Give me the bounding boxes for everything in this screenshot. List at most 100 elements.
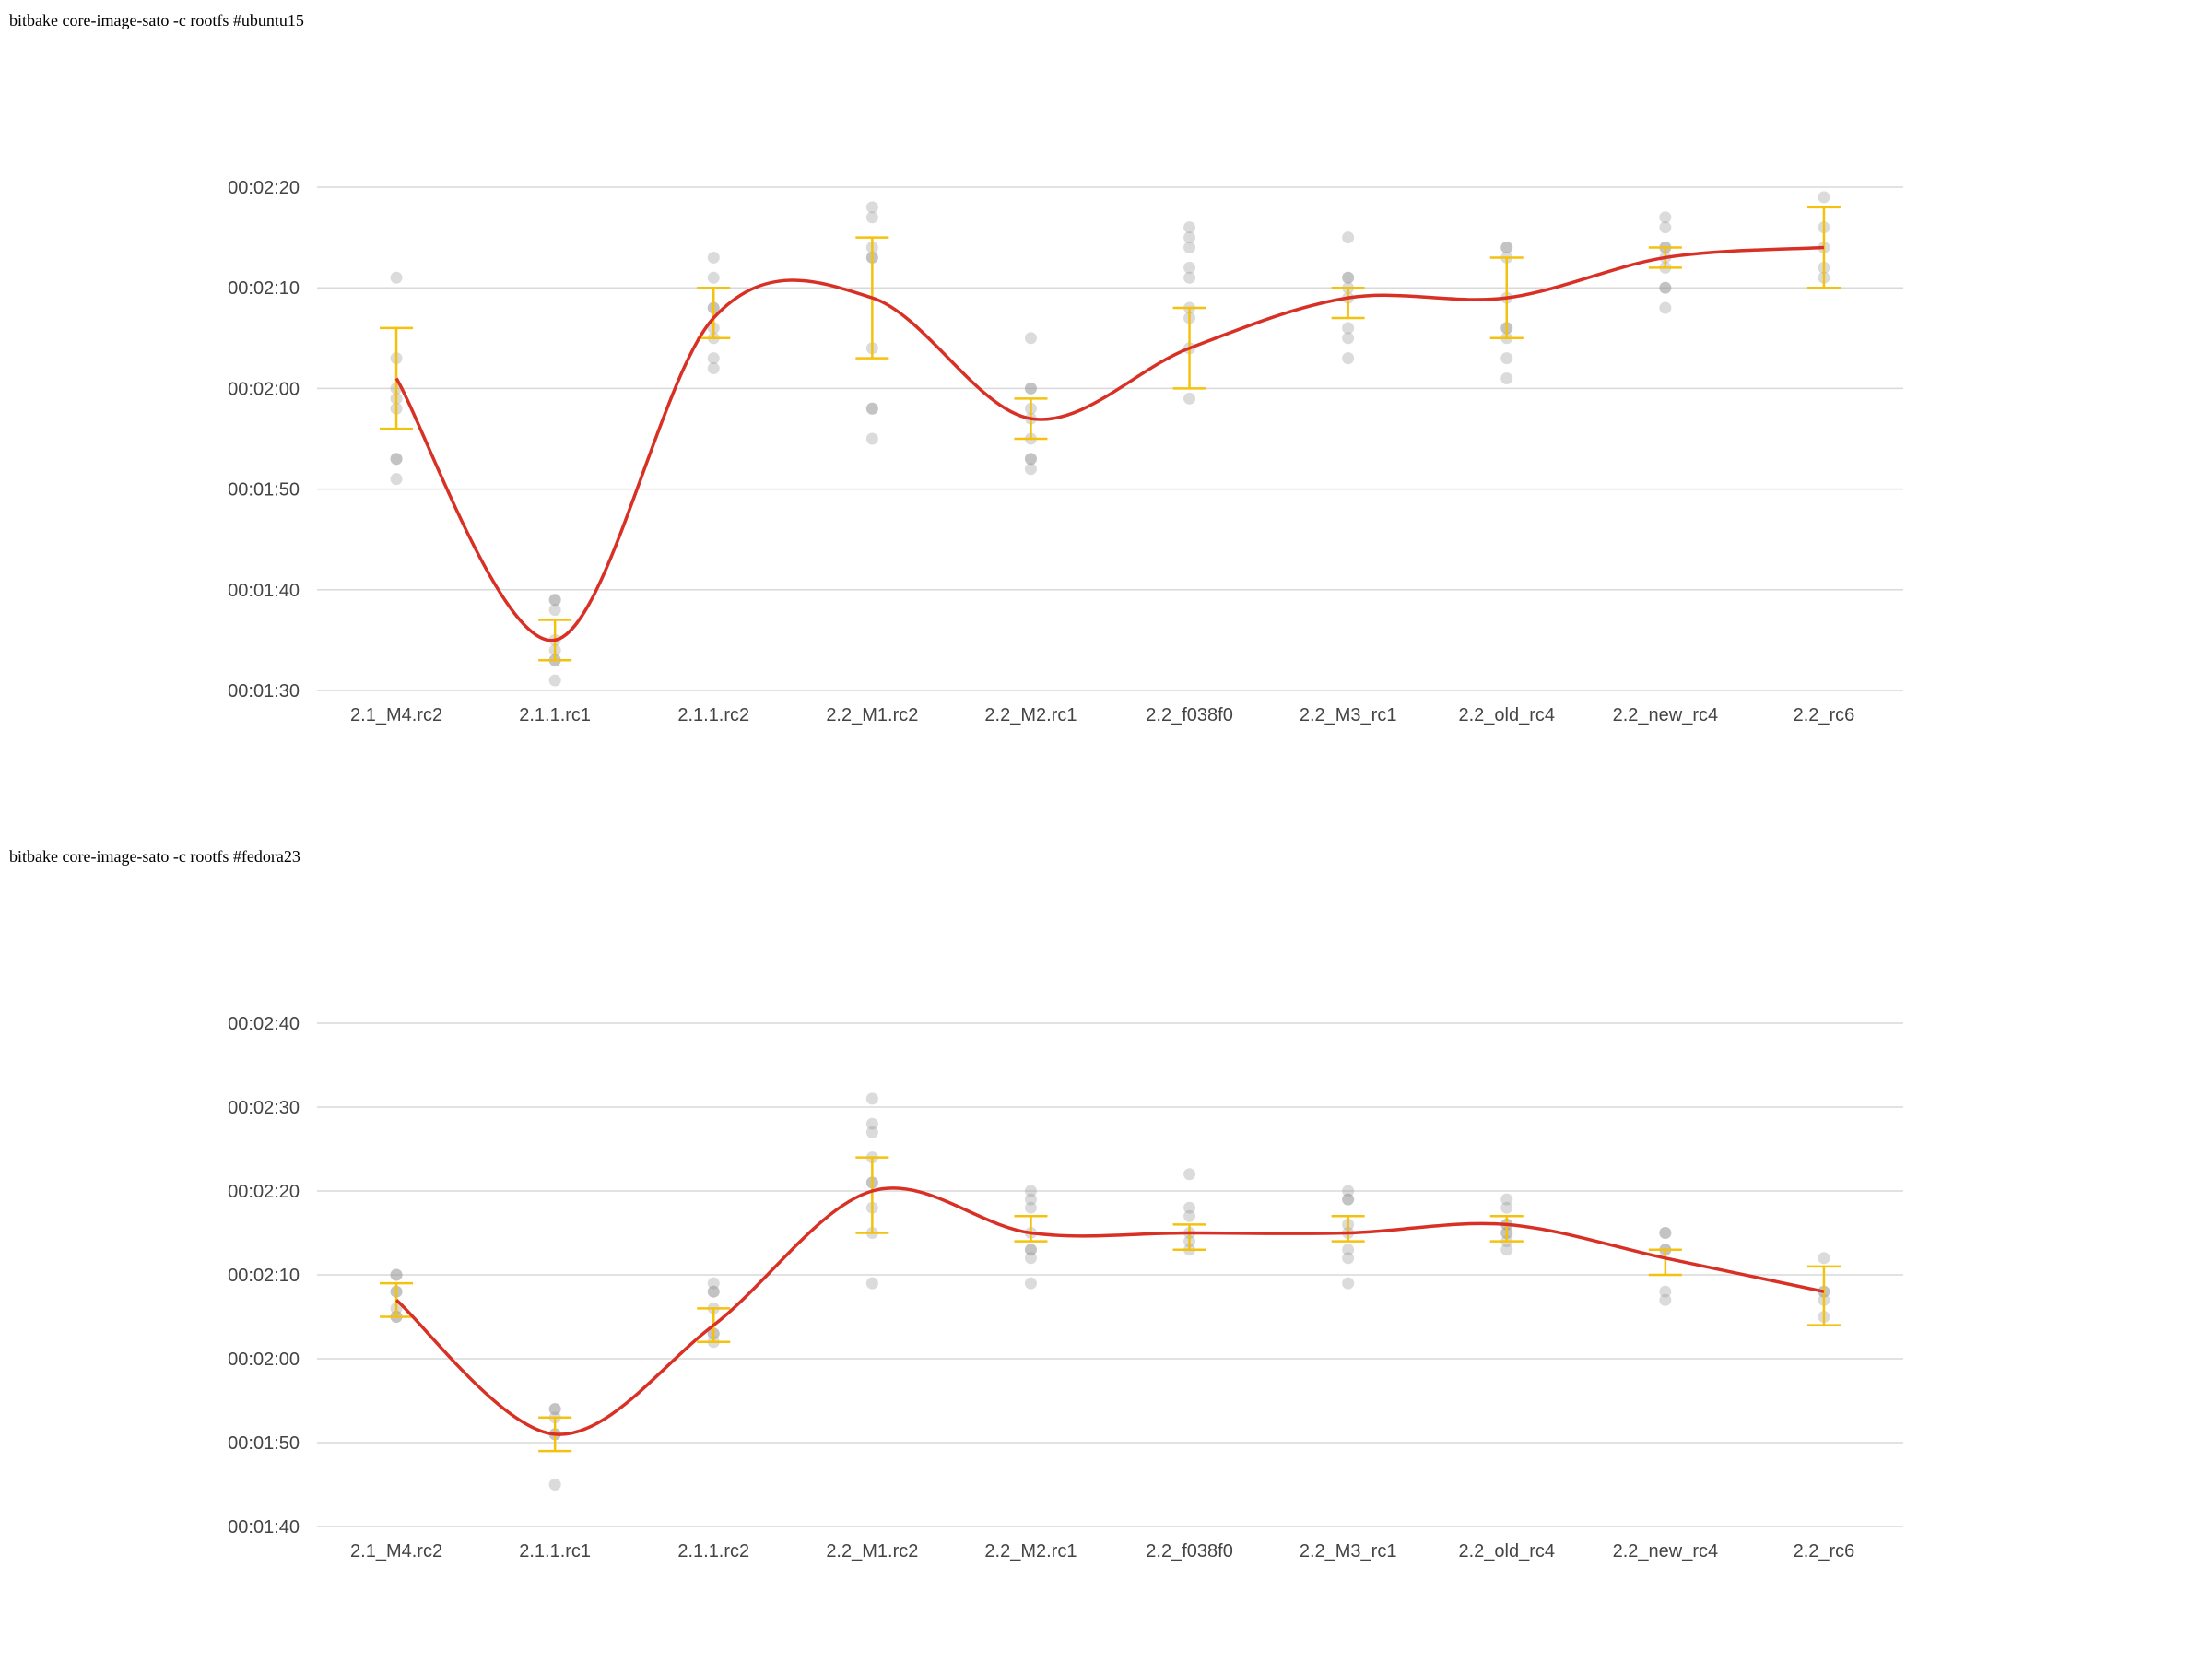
sample-point: [1500, 1201, 1513, 1214]
sample-point: [548, 594, 561, 607]
sample-point: [1500, 1244, 1513, 1256]
sample-point: [390, 453, 403, 466]
sample-point: [548, 1479, 561, 1491]
sample-point: [1500, 242, 1513, 254]
y-tick-label: 00:02:10: [228, 278, 300, 299]
sample-point: [707, 362, 720, 375]
sample-point: [1500, 242, 1513, 254]
sample-point: [1342, 322, 1355, 335]
sample-point: [707, 1277, 720, 1290]
x-tick-label: 2.2_M2.rc1: [984, 705, 1077, 725]
sample-point: [1500, 371, 1513, 384]
sample-point: [1659, 1285, 1672, 1298]
x-tick-label: 2.1_M4.rc2: [350, 1541, 442, 1562]
sample-point: [1183, 1201, 1196, 1214]
x-tick-label: 2.2_M2.rc1: [984, 1541, 1077, 1562]
x-tick-label: 2.2_M1.rc2: [826, 1541, 918, 1562]
sample-point: [1342, 1185, 1355, 1197]
sample-point: [1342, 231, 1355, 244]
sample-point: [1024, 1185, 1037, 1197]
sample-point: [1659, 281, 1672, 294]
sample-point: [1342, 352, 1355, 365]
sample-point: [1342, 332, 1355, 345]
sample-point: [1183, 231, 1196, 244]
sample-point: [1024, 1252, 1037, 1265]
sample-point: [1024, 382, 1037, 395]
sample-point: [548, 604, 561, 617]
sample-point: [548, 674, 561, 687]
sample-point: [1818, 1252, 1830, 1265]
x-tick-label: 2.2_old_rc4: [1458, 1541, 1555, 1562]
sample-point: [1342, 1193, 1355, 1206]
y-tick-label: 00:02:00: [228, 1350, 300, 1370]
sample-point: [1183, 221, 1196, 234]
sample-point: [865, 1126, 878, 1138]
sample-point: [865, 201, 878, 214]
y-tick-label: 00:01:40: [228, 1517, 300, 1538]
sample-point: [1342, 271, 1355, 284]
sample-point: [1342, 1277, 1355, 1290]
sample-point: [707, 251, 720, 264]
sample-point: [1183, 242, 1196, 254]
sample-point: [1024, 1201, 1037, 1214]
sample-point: [865, 1092, 878, 1105]
x-tick-label: 2.1.1.rc1: [519, 1541, 591, 1562]
x-tick-label: 2.2_new_rc4: [1613, 705, 1719, 725]
x-tick-label: 2.2_M3_rc1: [1300, 1541, 1397, 1562]
sample-point: [707, 1285, 720, 1298]
x-tick-label: 2.1.1.rc1: [519, 705, 591, 725]
x-tick-label: 2.2_f038f0: [1146, 705, 1233, 725]
sample-point: [1659, 1227, 1672, 1239]
sample-point: [1024, 332, 1037, 345]
sample-point: [707, 352, 720, 365]
sample-point: [1024, 453, 1037, 466]
sample-point: [1342, 1252, 1355, 1265]
x-tick-label: 2.2_new_rc4: [1613, 1541, 1719, 1562]
sample-point: [548, 1403, 561, 1416]
x-tick-label: 2.1.1.rc2: [677, 1541, 749, 1562]
sample-point: [1342, 1193, 1355, 1206]
sample-point: [1183, 271, 1196, 284]
x-tick-label: 2.2_f038f0: [1146, 1541, 1233, 1562]
sample-point: [390, 473, 403, 486]
sample-point: [1183, 261, 1196, 274]
sample-point: [548, 1403, 561, 1416]
sample-point: [1818, 191, 1830, 204]
chart-title-fedora23: bitbake core-image-sato -c rootfs #fedor…: [9, 847, 300, 866]
x-tick-label: 2.1_M4.rc2: [350, 705, 442, 725]
chart-title-ubuntu15: bitbake core-image-sato -c rootfs #ubunt…: [9, 11, 304, 29]
y-tick-label: 00:02:00: [228, 379, 300, 399]
y-tick-label: 00:02:30: [228, 1098, 300, 1118]
x-tick-label: 2.1.1.rc2: [677, 705, 749, 725]
sample-point: [1024, 453, 1037, 466]
mean-line: [394, 245, 1825, 642]
sample-point: [865, 211, 878, 224]
x-tick-label: 2.2_M3_rc1: [1300, 705, 1397, 725]
sample-point: [1024, 1244, 1037, 1256]
sample-point: [1183, 1168, 1196, 1181]
sample-point: [1659, 1227, 1672, 1239]
sample-point: [865, 402, 878, 415]
sample-point: [1659, 1293, 1672, 1306]
sample-point: [1183, 392, 1196, 405]
mean-line: [394, 1186, 1825, 1436]
y-tick-label: 00:02:40: [228, 1014, 300, 1034]
sample-point: [1024, 1277, 1037, 1290]
sample-point: [390, 271, 403, 284]
sample-point: [1024, 463, 1037, 476]
sample-point: [1659, 281, 1672, 294]
sample-point: [865, 1277, 878, 1290]
sample-point: [1659, 301, 1672, 314]
sample-point: [1659, 211, 1672, 224]
sample-point: [1342, 271, 1355, 284]
y-tick-label: 00:02:20: [228, 178, 300, 198]
sample-point: [1659, 221, 1672, 234]
sample-point: [865, 1117, 878, 1130]
x-tick-label: 2.2_rc6: [1794, 1541, 1855, 1562]
sample-point: [390, 1268, 403, 1281]
sample-point: [1024, 1193, 1037, 1206]
sample-point: [390, 1268, 403, 1281]
sample-point: [1500, 1193, 1513, 1206]
sample-point: [1500, 352, 1513, 365]
